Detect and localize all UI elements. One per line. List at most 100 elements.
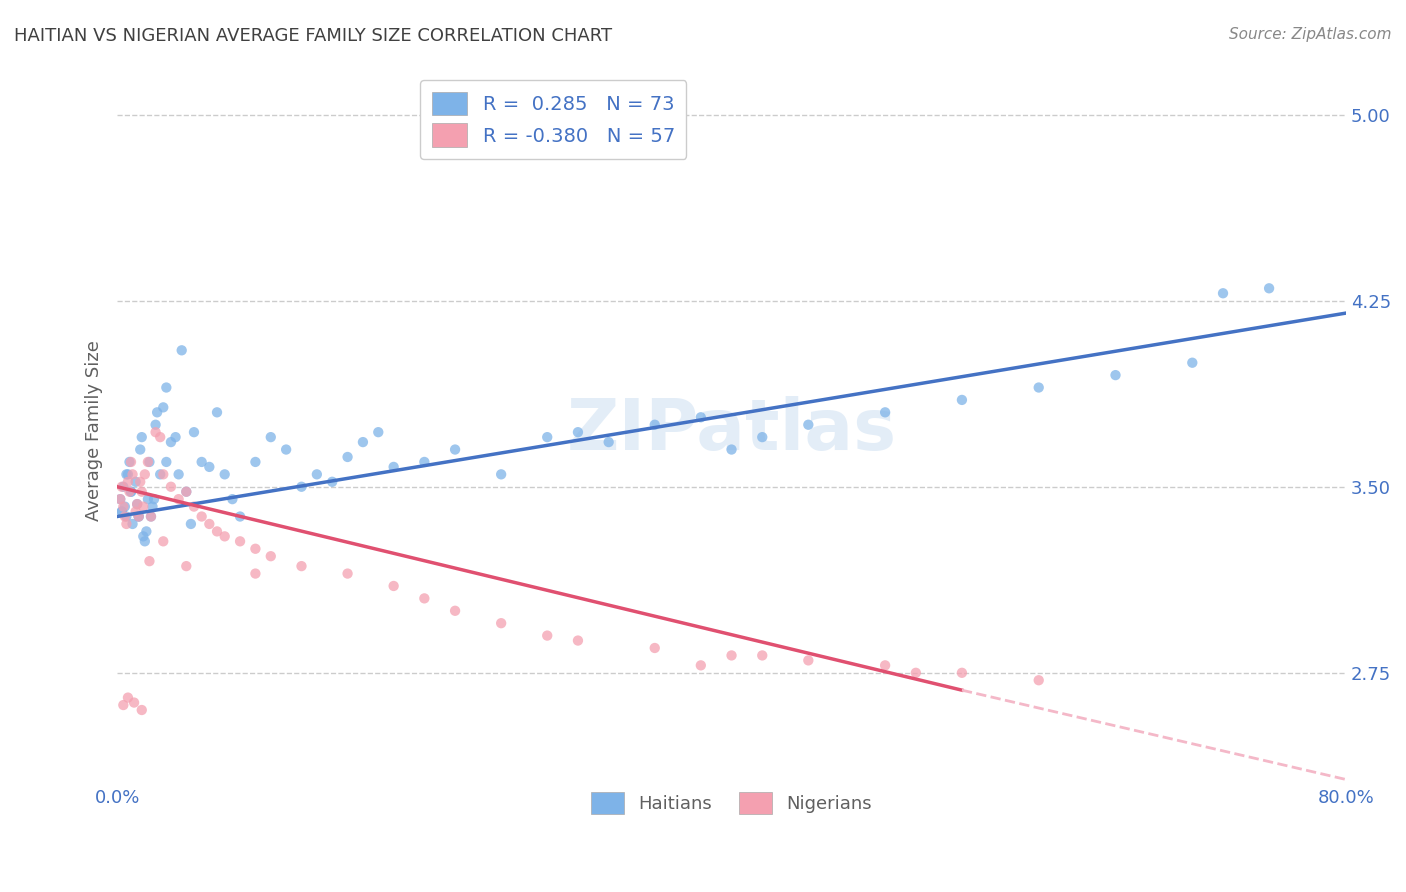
Point	[290, 559, 312, 574]
Point	[112, 500, 135, 514]
Point	[1212, 286, 1234, 301]
Point	[117, 690, 139, 705]
Point	[115, 516, 138, 531]
Point	[720, 648, 742, 663]
Point	[1181, 356, 1204, 370]
Point	[143, 492, 166, 507]
Point	[183, 500, 205, 514]
Point	[128, 509, 150, 524]
Point	[444, 604, 467, 618]
Point	[132, 500, 155, 514]
Point	[141, 500, 163, 514]
Point	[1028, 673, 1050, 688]
Point	[139, 509, 162, 524]
Point	[444, 442, 467, 457]
Point	[536, 629, 558, 643]
Point	[214, 467, 236, 482]
Point	[129, 475, 152, 489]
Point	[797, 653, 820, 667]
Point	[904, 665, 927, 680]
Point	[245, 541, 267, 556]
Point	[1028, 380, 1050, 394]
Point	[152, 467, 174, 482]
Point	[160, 435, 183, 450]
Point	[382, 459, 405, 474]
Point	[138, 455, 160, 469]
Point	[152, 534, 174, 549]
Point	[145, 425, 167, 440]
Point	[135, 524, 157, 539]
Point	[138, 554, 160, 568]
Point	[117, 475, 139, 489]
Point	[129, 442, 152, 457]
Point	[221, 492, 243, 507]
Point	[1258, 281, 1281, 295]
Point	[305, 467, 328, 482]
Text: HAITIAN VS NIGERIAN AVERAGE FAMILY SIZE CORRELATION CHART: HAITIAN VS NIGERIAN AVERAGE FAMILY SIZE …	[14, 27, 612, 45]
Text: Source: ZipAtlas.com: Source: ZipAtlas.com	[1229, 27, 1392, 42]
Point	[134, 534, 156, 549]
Point	[110, 492, 132, 507]
Point	[567, 633, 589, 648]
Point	[336, 450, 359, 464]
Point	[229, 509, 252, 524]
Point	[598, 435, 620, 450]
Point	[128, 509, 150, 524]
Point	[149, 430, 172, 444]
Point	[489, 467, 512, 482]
Point	[131, 703, 153, 717]
Point	[229, 534, 252, 549]
Point	[115, 467, 138, 482]
Point	[160, 480, 183, 494]
Point	[128, 509, 150, 524]
Point	[111, 504, 134, 518]
Point	[176, 559, 198, 574]
Point	[413, 455, 436, 469]
Point	[214, 529, 236, 543]
Point	[149, 467, 172, 482]
Point	[146, 405, 169, 419]
Point	[115, 509, 138, 524]
Point	[122, 696, 145, 710]
Point	[121, 467, 143, 482]
Point	[131, 430, 153, 444]
Point	[198, 516, 221, 531]
Point	[644, 417, 666, 432]
Point	[176, 484, 198, 499]
Point	[751, 430, 773, 444]
Point	[751, 648, 773, 663]
Point	[205, 524, 228, 539]
Point	[689, 658, 711, 673]
Point	[170, 343, 193, 358]
Point	[165, 430, 187, 444]
Point	[155, 455, 177, 469]
Point	[118, 455, 141, 469]
Point	[124, 475, 146, 489]
Point	[875, 405, 897, 419]
Point	[111, 480, 134, 494]
Point	[112, 698, 135, 712]
Text: ZIPatlas: ZIPatlas	[567, 396, 897, 466]
Point	[352, 435, 374, 450]
Point	[127, 497, 149, 511]
Point	[950, 665, 973, 680]
Point	[689, 410, 711, 425]
Point	[117, 467, 139, 482]
Point	[120, 484, 142, 499]
Point	[382, 579, 405, 593]
Point	[180, 516, 202, 531]
Point	[260, 549, 283, 564]
Point	[198, 459, 221, 474]
Point	[124, 504, 146, 518]
Point	[875, 658, 897, 673]
Point	[797, 417, 820, 432]
Point	[110, 492, 132, 507]
Point	[136, 455, 159, 469]
Point	[176, 484, 198, 499]
Point	[145, 417, 167, 432]
Point	[644, 640, 666, 655]
Point	[1104, 368, 1126, 383]
Point	[111, 504, 134, 518]
Point	[536, 430, 558, 444]
Point	[205, 405, 228, 419]
